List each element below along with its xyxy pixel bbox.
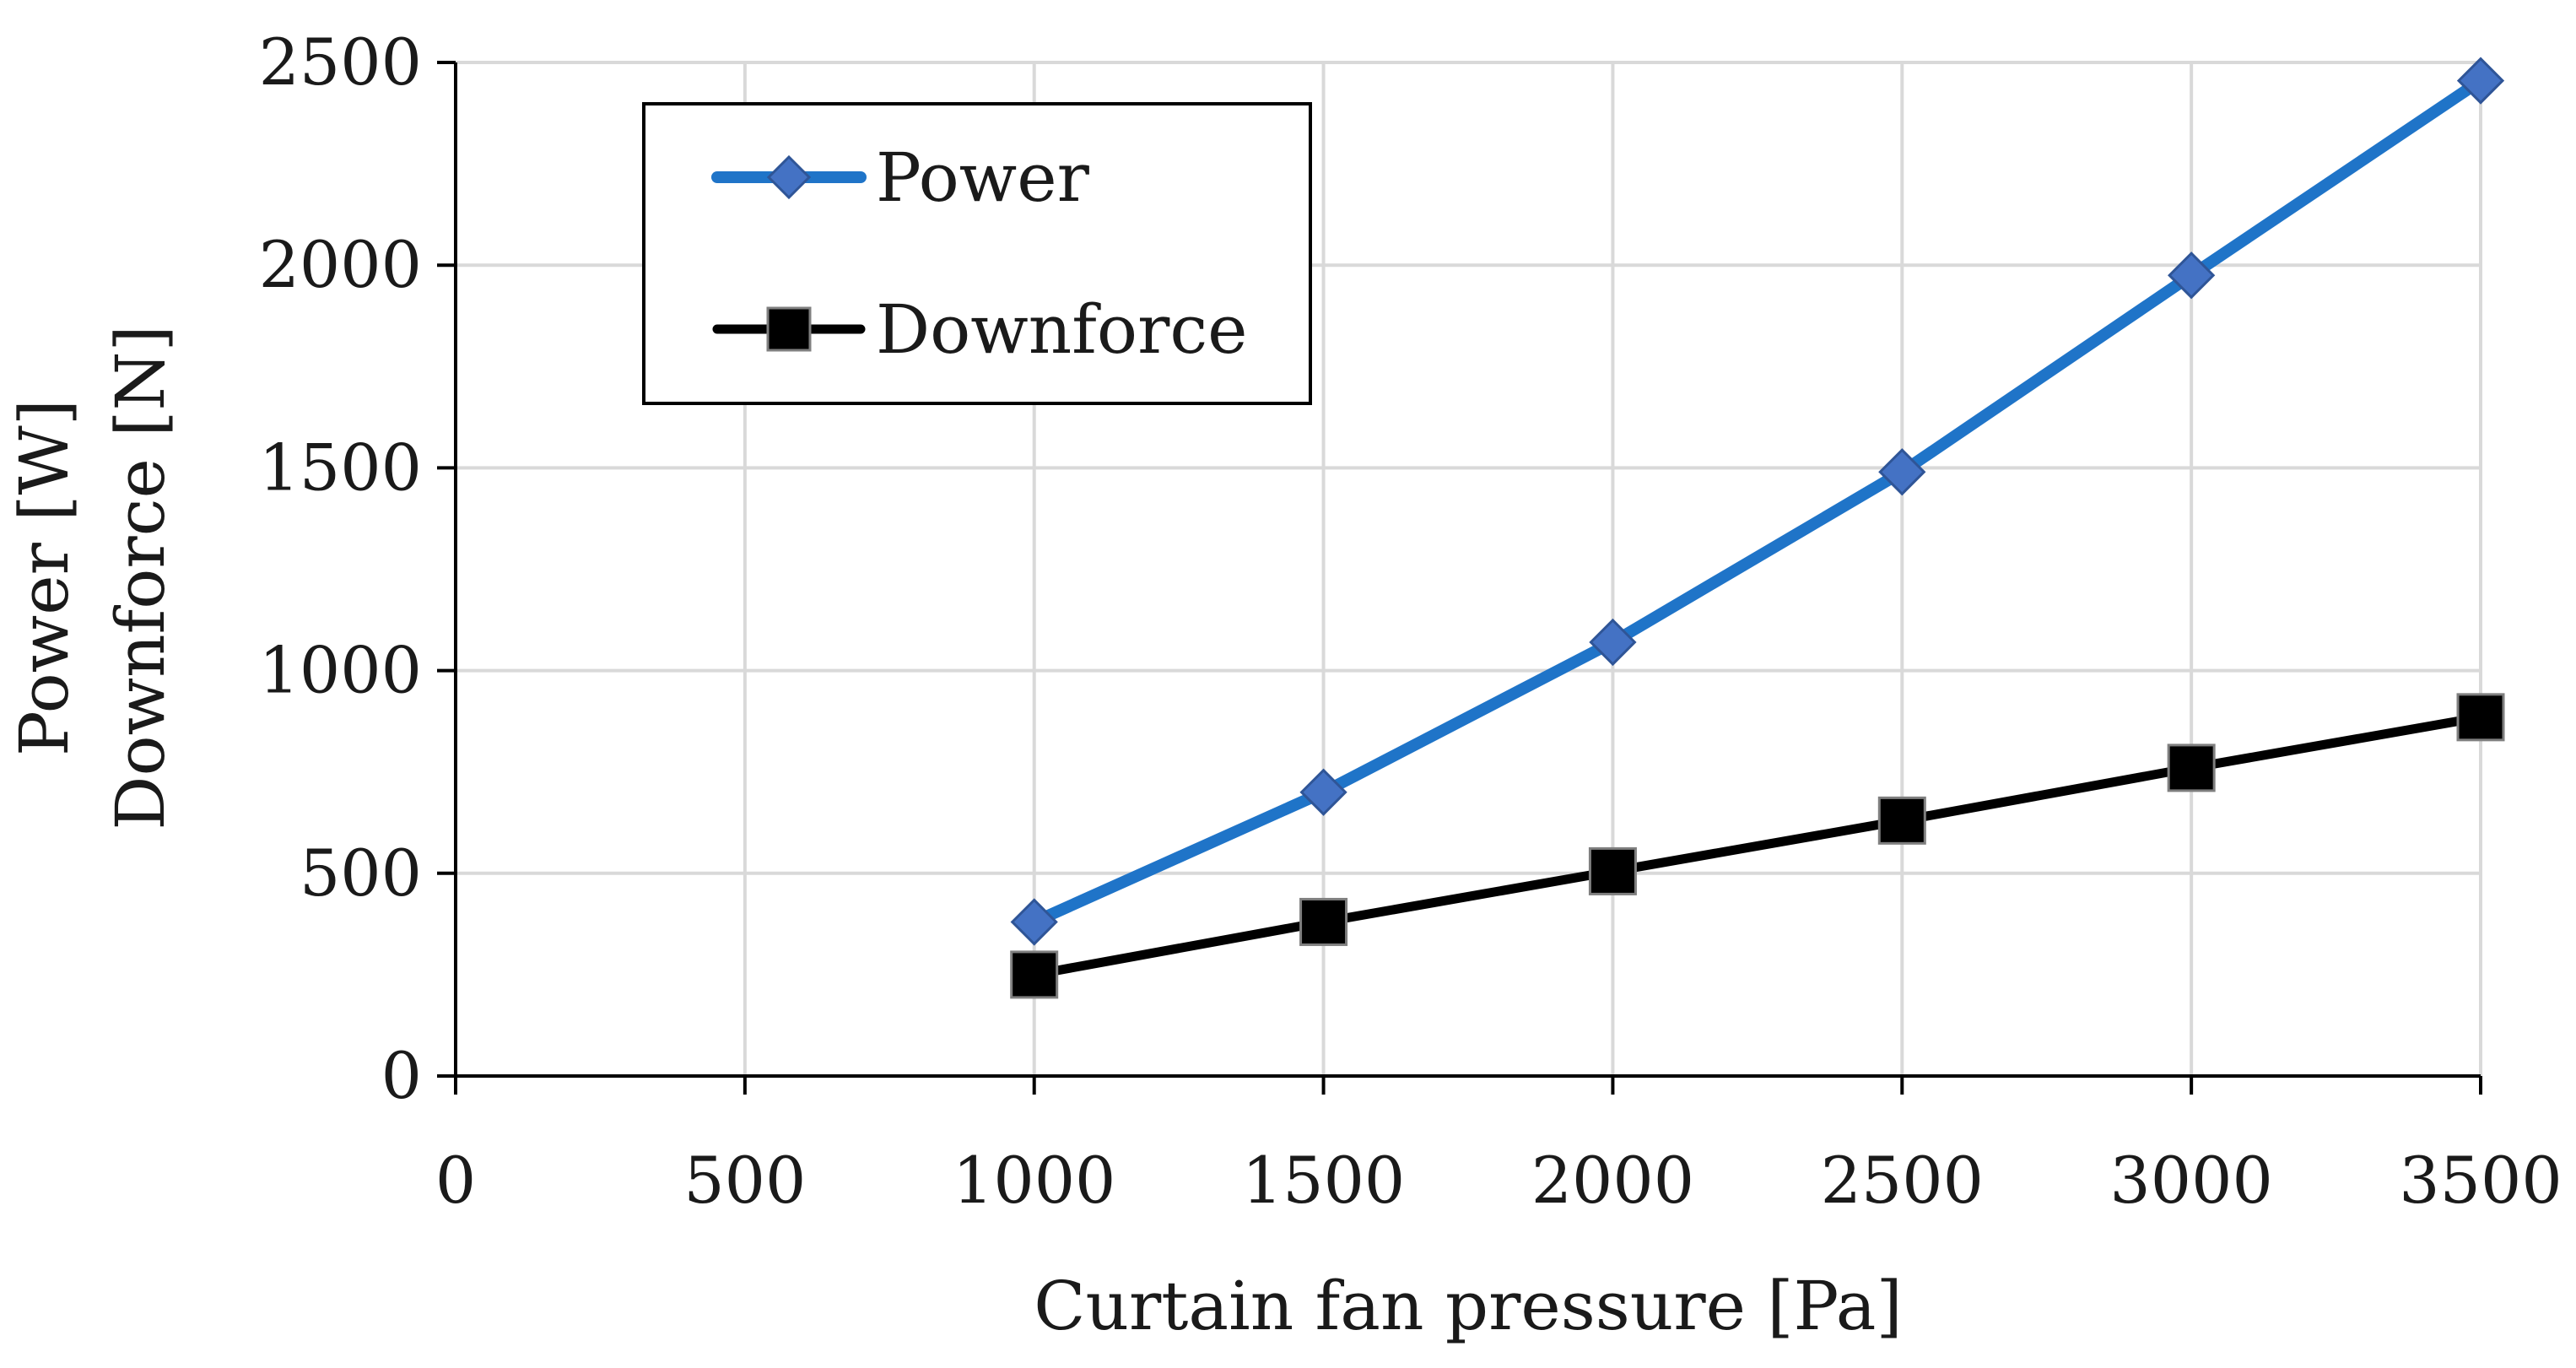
x-tick-label: 3500 <box>2399 1143 2562 1218</box>
data-point-power <box>2456 57 2505 105</box>
y-tick-label: 1500 <box>259 430 422 505</box>
data-point-power <box>1010 898 1058 946</box>
data-point-downforce <box>2167 743 2216 792</box>
x-axis-title: Curtain fan pressure [Pa] <box>1034 1267 1902 1345</box>
y-tick-label: 1000 <box>259 633 422 708</box>
data-point-downforce <box>1588 846 1637 895</box>
x-tick-label: 2000 <box>1531 1143 1694 1218</box>
y-tick-label: 2000 <box>259 227 422 302</box>
data-point-power <box>1299 768 1347 816</box>
axes <box>437 61 2482 1095</box>
y-tick-label: 0 <box>381 1038 422 1113</box>
data-point-power <box>1589 618 1637 667</box>
series-layer <box>1010 57 2505 999</box>
y-tick-label: 2500 <box>259 24 422 100</box>
x-tick-label: 2500 <box>1821 1143 1984 1218</box>
y-tick-label: 500 <box>300 835 422 911</box>
x-tick-label: 1500 <box>1242 1143 1405 1218</box>
tick-labels: 0 500 1000 1500 2000 2500 0 500 1000 1500 2000 2500… <box>259 24 2562 1218</box>
legend-box <box>642 102 1312 405</box>
data-point-power <box>2168 251 2216 300</box>
legend-marker-shape <box>766 306 812 352</box>
data-point-downforce <box>1877 796 1926 845</box>
data-point-downforce <box>2456 693 2505 742</box>
legend-label-downforce: Downforce <box>876 290 1247 369</box>
series-line-downforce <box>1029 712 2486 980</box>
legend: Power Downforce <box>642 102 1312 405</box>
y-axis-title-power: Power [W] <box>5 399 84 756</box>
legend-marker-shape <box>766 154 812 200</box>
data-point-power <box>1878 448 1926 496</box>
x-tick-label: 0 <box>435 1143 476 1218</box>
x-tick-label: 3000 <box>2109 1143 2272 1218</box>
data-point-downforce <box>1010 950 1059 999</box>
legend-marker-power <box>766 154 812 200</box>
series-line-power <box>1028 74 2487 928</box>
x-tick-label: 1000 <box>953 1143 1115 1218</box>
y-axis-title-downforce: Downforce [N] <box>101 325 180 830</box>
x-tick-label: 500 <box>683 1143 806 1218</box>
legend-marker-downforce <box>766 306 812 352</box>
data-point-downforce <box>1299 897 1348 946</box>
legend-label-power: Power <box>876 138 1090 217</box>
